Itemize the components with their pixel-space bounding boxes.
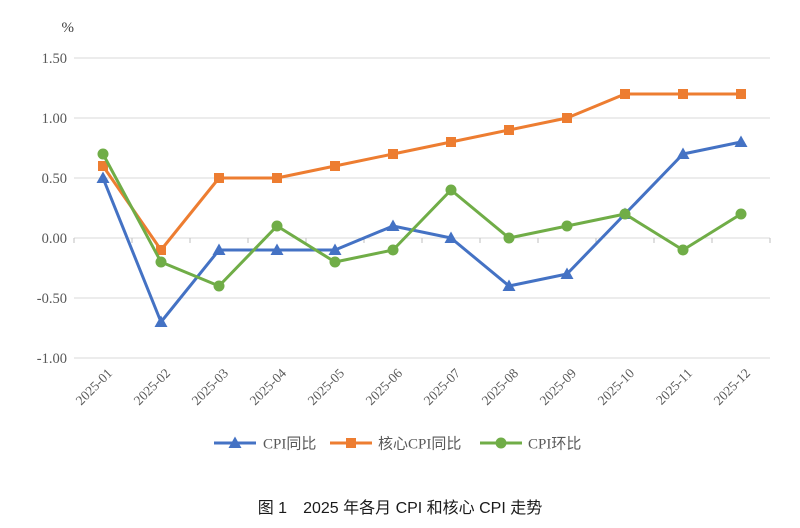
legend-marker-cpi-yoy: [228, 436, 242, 448]
series-marker-core-cpi-yoy: [446, 137, 456, 147]
legend-item-cpi-mom: CPI环比: [480, 436, 581, 453]
series-marker-core-cpi-yoy: [388, 149, 398, 159]
x-tick-label: 2025-09: [537, 365, 580, 408]
series-marker-cpi-yoy: [560, 267, 574, 279]
legend-marker-cpi-mom: [495, 437, 507, 449]
series-line-cpi-yoy: [101, 140, 743, 324]
x-tick-label: 2025-02: [131, 366, 173, 408]
x-tick-label: 2025-07: [421, 365, 464, 408]
y-tick-label: 1.00: [42, 111, 67, 127]
series-marker-cpi-mom: [97, 148, 109, 160]
y-tick-label: -1.00: [37, 351, 67, 367]
series-marker-cpi-yoy: [96, 171, 110, 183]
cpi-trend-chart: 1.50 1.00 0.50 0.00 -0.50 -1.00% 2025-01 2025-0…: [37, 20, 771, 453]
series-marker-cpi-yoy: [212, 243, 226, 255]
series-marker-cpi-yoy: [734, 135, 748, 147]
x-tick-label: 2025-06: [363, 365, 406, 408]
series-marker-cpi-yoy: [676, 147, 690, 159]
series-marker-cpi-mom: [735, 208, 747, 220]
series-cpi-yoy: [96, 135, 748, 327]
series-marker-cpi-mom: [619, 208, 631, 220]
series-marker-core-cpi-yoy: [330, 161, 340, 171]
legend-label-core-cpi-yoy: 核心CPI同比: [378, 436, 461, 453]
series-marker-cpi-mom: [213, 280, 225, 292]
legend-marker-core-cpi-yoy: [346, 438, 356, 448]
series-marker-core-cpi-yoy: [214, 173, 224, 183]
y-tick-label: -0.50: [37, 291, 67, 307]
legend-label-cpi-mom: CPI环比: [528, 436, 581, 453]
legend-item-cpi-yoy: CPI同比: [214, 436, 316, 453]
series-marker-cpi-mom: [503, 232, 515, 244]
series-marker-core-cpi-yoy: [562, 113, 572, 123]
y-tick-label: 0.00: [42, 231, 67, 247]
series-core-cpi-yoy: [98, 89, 746, 255]
series-marker-cpi-mom: [561, 220, 573, 232]
series-marker-core-cpi-yoy: [156, 245, 166, 255]
series-marker-cpi-yoy: [328, 243, 342, 255]
legend-item-core-cpi-yoy: 核心CPI同比: [330, 436, 461, 453]
x-tick-label: 2025-11: [653, 366, 695, 408]
series-marker-cpi-yoy: [444, 231, 458, 243]
x-tick-label: 2025-10: [595, 365, 638, 408]
series-cpi-mom: [97, 148, 747, 292]
y-tick-label: 1.50: [42, 51, 67, 67]
x-tick-label: 2025-03: [189, 365, 232, 408]
series-marker-core-cpi-yoy: [678, 89, 688, 99]
series-marker-cpi-yoy: [502, 279, 516, 291]
series-marker-cpi-mom: [271, 220, 283, 232]
x-tick-label: 2025-05: [305, 365, 348, 408]
series-marker-core-cpi-yoy: [504, 125, 514, 135]
x-tick-label: 2025-04: [247, 365, 290, 408]
y-axis-unit-label: %: [62, 20, 75, 36]
series-marker-cpi-yoy: [386, 219, 400, 231]
series-marker-cpi-yoy: [270, 243, 284, 255]
legend-label-cpi-yoy: CPI同比: [263, 436, 316, 453]
series-marker-cpi-mom: [445, 184, 457, 196]
x-tick-label: 2025-12: [711, 366, 753, 408]
y-tick-label: 0.50: [42, 171, 67, 187]
x-tick-label: 2025-08: [479, 365, 522, 408]
series-marker-core-cpi-yoy: [620, 89, 630, 99]
series-line-core-cpi-yoy: [101, 92, 743, 252]
series-line-cpi-mom: [101, 152, 743, 288]
x-tick-label: 2025-01: [73, 366, 115, 408]
series-marker-cpi-yoy: [154, 315, 168, 327]
series-marker-cpi-mom: [387, 244, 399, 256]
series-marker-cpi-mom: [677, 244, 689, 256]
series-marker-cpi-mom: [155, 256, 167, 268]
series-marker-cpi-mom: [329, 256, 341, 268]
series-marker-core-cpi-yoy: [98, 161, 108, 171]
series-marker-core-cpi-yoy: [272, 173, 282, 183]
figure-caption: 图 1 2025 年各月 CPI 和核心 CPI 走势: [257, 500, 543, 517]
series-marker-core-cpi-yoy: [736, 89, 746, 99]
